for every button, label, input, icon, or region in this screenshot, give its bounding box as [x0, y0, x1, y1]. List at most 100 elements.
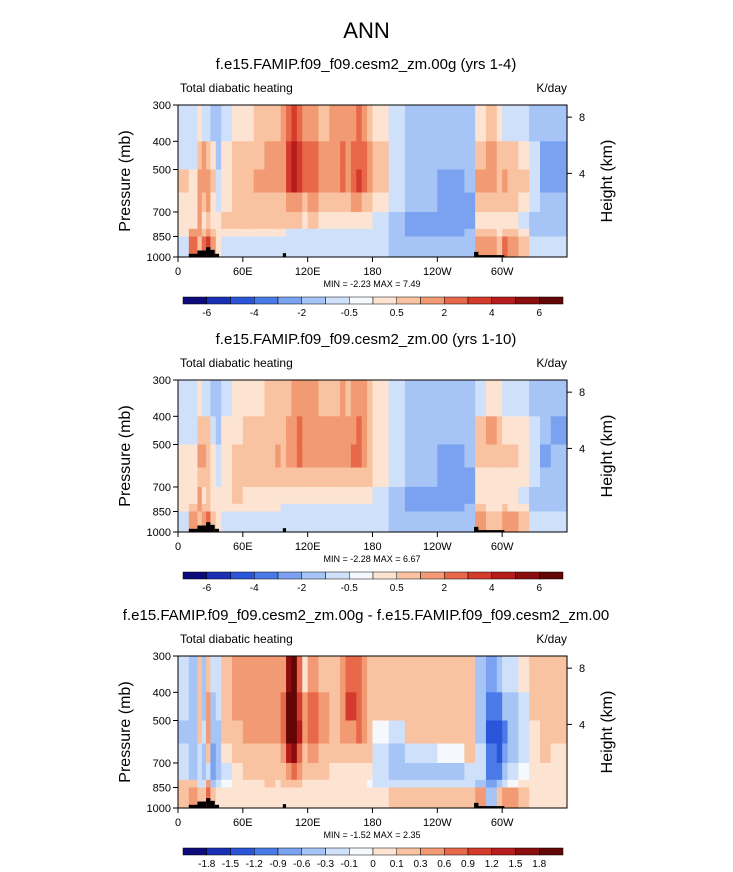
heatmap-cell [253, 503, 266, 513]
heatmap-cell [307, 779, 320, 789]
heatmap-cell [188, 236, 199, 248]
colorbar-label: 6 [536, 583, 542, 594]
heatmap-cell [496, 247, 503, 258]
heatmap-cell [215, 444, 222, 469]
heatmap-cell [361, 169, 368, 194]
heatmap-cell [307, 743, 320, 764]
heatmap-cell [350, 522, 357, 533]
heatmap-cell [502, 444, 509, 469]
heatmap-cell [367, 779, 374, 789]
heatmap-cell [188, 247, 199, 258]
heatmap-cell [210, 236, 217, 248]
heatmap-cell [242, 503, 255, 513]
heatmap-cell [361, 522, 368, 533]
heatmap-cell [302, 743, 309, 764]
heatmap-cell [539, 141, 552, 171]
heatmap-cell [280, 228, 287, 238]
heatmap-cell [188, 444, 199, 469]
heatmap-cell [215, 798, 222, 809]
heatmap-cell [318, 416, 330, 446]
heatmap-cell [242, 247, 255, 258]
heatmap-cell [178, 228, 190, 238]
heatmap-cell [215, 486, 222, 505]
heatmap-cell [539, 192, 552, 213]
heatmap-cell [518, 511, 530, 523]
heatmap-cell [496, 656, 503, 693]
heatmap-cell [404, 511, 438, 523]
heatmap-cell [340, 511, 347, 523]
topography-mask [214, 804, 220, 808]
heatmap-cell [372, 416, 390, 446]
heatmap-cell [188, 522, 199, 533]
heatmap-cell [178, 444, 190, 469]
heatmap-cell [232, 798, 244, 809]
heatmap-cell [496, 169, 503, 194]
heatmap-cell [507, 192, 519, 213]
heatmap-cell [404, 503, 438, 513]
heatmap-cell [307, 444, 320, 469]
heatmap-cell [242, 522, 255, 533]
y-right-tick-label: 8 [579, 663, 585, 675]
heatmap-cell [188, 779, 199, 789]
heatmap-cell [329, 486, 341, 505]
heatmap-cell [307, 105, 320, 142]
heatmap-cell [485, 192, 498, 213]
heatmap-cell [372, 444, 390, 469]
heatmap-cell [356, 779, 363, 789]
heatmap-cell [210, 416, 217, 446]
y-right-tick-label: 4 [579, 168, 585, 180]
heatmap-cell [340, 380, 347, 417]
heatmap-cell [437, 228, 465, 238]
heatmap-cell [286, 169, 293, 194]
heatmap-cell [286, 787, 293, 799]
heatmap-cell [210, 692, 217, 722]
heatmap-cell [464, 522, 476, 533]
heatmap-cell [302, 467, 309, 488]
heatmap-cell [318, 247, 330, 258]
heatmap-cell [302, 762, 309, 781]
heatmap-cell [475, 798, 487, 809]
heatmap-cell [485, 743, 498, 764]
heatmap-cell [340, 692, 347, 722]
heatmap-cell [188, 141, 199, 171]
heatmap-cell [550, 522, 568, 533]
heatmap-cell [280, 692, 287, 722]
heatmap-cell [201, 743, 207, 764]
colorbar-label: -0.5 [341, 308, 359, 319]
heatmap-cell [253, 743, 266, 764]
colorbar-swatch [349, 571, 374, 580]
colorbar-label: -2 [297, 308, 306, 319]
heatmap-cell [529, 503, 541, 513]
heatmap-cell [197, 105, 203, 142]
heatmap-cell [286, 798, 293, 809]
heatmap-cell [539, 798, 552, 809]
heatmap-cell [404, 720, 438, 745]
heatmap-cell [253, 467, 266, 488]
heatmap-cell [296, 486, 303, 505]
heatmap-cell [404, 787, 438, 799]
heatmap-cell [340, 247, 347, 258]
x-tick-label: 120E [295, 817, 321, 829]
heatmap-cell [215, 380, 222, 417]
heatmap-cell [485, 416, 498, 446]
heatmap-cell [286, 141, 293, 171]
heatmap-cell [361, 236, 368, 248]
heatmap-cell [372, 228, 390, 238]
heatmap-cell [221, 236, 233, 248]
heatmap-cell [437, 787, 465, 799]
heatmap-cell [502, 779, 509, 789]
heatmap-cell [437, 416, 465, 446]
heatmap-cell [361, 247, 368, 258]
heatmap-cell [286, 380, 293, 417]
colorbar-swatch [420, 847, 445, 856]
topography-mask [210, 524, 215, 532]
heatmap-cell [275, 192, 282, 213]
heatmap-cell [496, 228, 503, 238]
colorbar-label: -6 [202, 308, 211, 319]
heatmap-cell [253, 692, 266, 722]
heatmap-cell [356, 743, 363, 764]
heatmap-cell [345, 787, 352, 799]
heatmap-cell [318, 692, 330, 722]
heatmap-cell [518, 779, 530, 789]
heatmap-cell [550, 656, 568, 693]
